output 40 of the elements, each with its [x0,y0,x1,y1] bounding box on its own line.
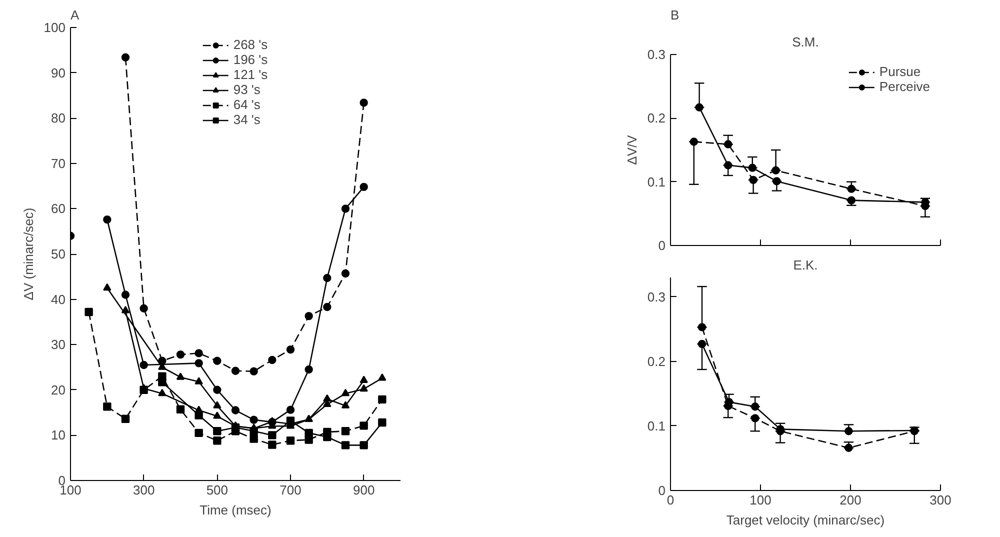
text: B [670,8,680,22]
x-axis-title: Target velocity (minarc/sec) [726,512,885,528]
y-tick-label: 30 [51,337,66,352]
y-axis-title: ΔV/V [624,134,640,165]
y-tick-label: 10 [51,428,66,443]
y-tick-label: 0.2 [647,354,666,369]
y-tick-label: 40 [51,292,66,307]
legend-label: 268 's [233,37,268,52]
y-tick-label: 80 [51,110,66,126]
y-tick-label: 0.3 [647,289,666,304]
y-tick-label: 0.1 [647,174,666,190]
y-tick-label: 50 [51,246,66,262]
x-axis-title: Time (msec) [200,502,272,518]
legend-label: 121 's [233,67,268,82]
chart-title: S.M. [792,34,819,50]
text: A [70,8,80,22]
legend-label: 64 's [233,97,260,112]
y-tick-label: 0.1 [647,418,666,434]
x-tick-label: 300 [930,492,952,508]
y-tick-label: 0 [658,238,666,253]
y-tick-label: 100 [44,20,66,35]
y-tick-label: 0.3 [647,47,666,62]
legend-label: 34 's [233,112,260,127]
x-tick-label: 700 [280,482,302,498]
y-axis-title: ΔV (minarc/sec) [20,208,36,300]
x-tick-label: 500 [206,482,228,498]
chart-title: E.K. [793,258,818,272]
y-tick-label: 20 [51,382,66,398]
y-tick-label: 0.2 [647,110,666,126]
x-tick-label: 900 [352,482,375,498]
y-tick-label: 70 [51,156,66,171]
legend-label: Perceive [879,79,930,94]
x-tick-label: 300 [132,482,155,498]
legend-label: 93 's [233,82,260,97]
legend-label: 196 's [233,52,268,67]
y-tick-label: 90 [51,65,66,80]
y-tick-label: 60 [51,201,66,216]
x-tick-label: 100 [750,492,772,508]
legend-label: Pursue [879,64,921,79]
x-tick-label: 200 [840,492,862,508]
